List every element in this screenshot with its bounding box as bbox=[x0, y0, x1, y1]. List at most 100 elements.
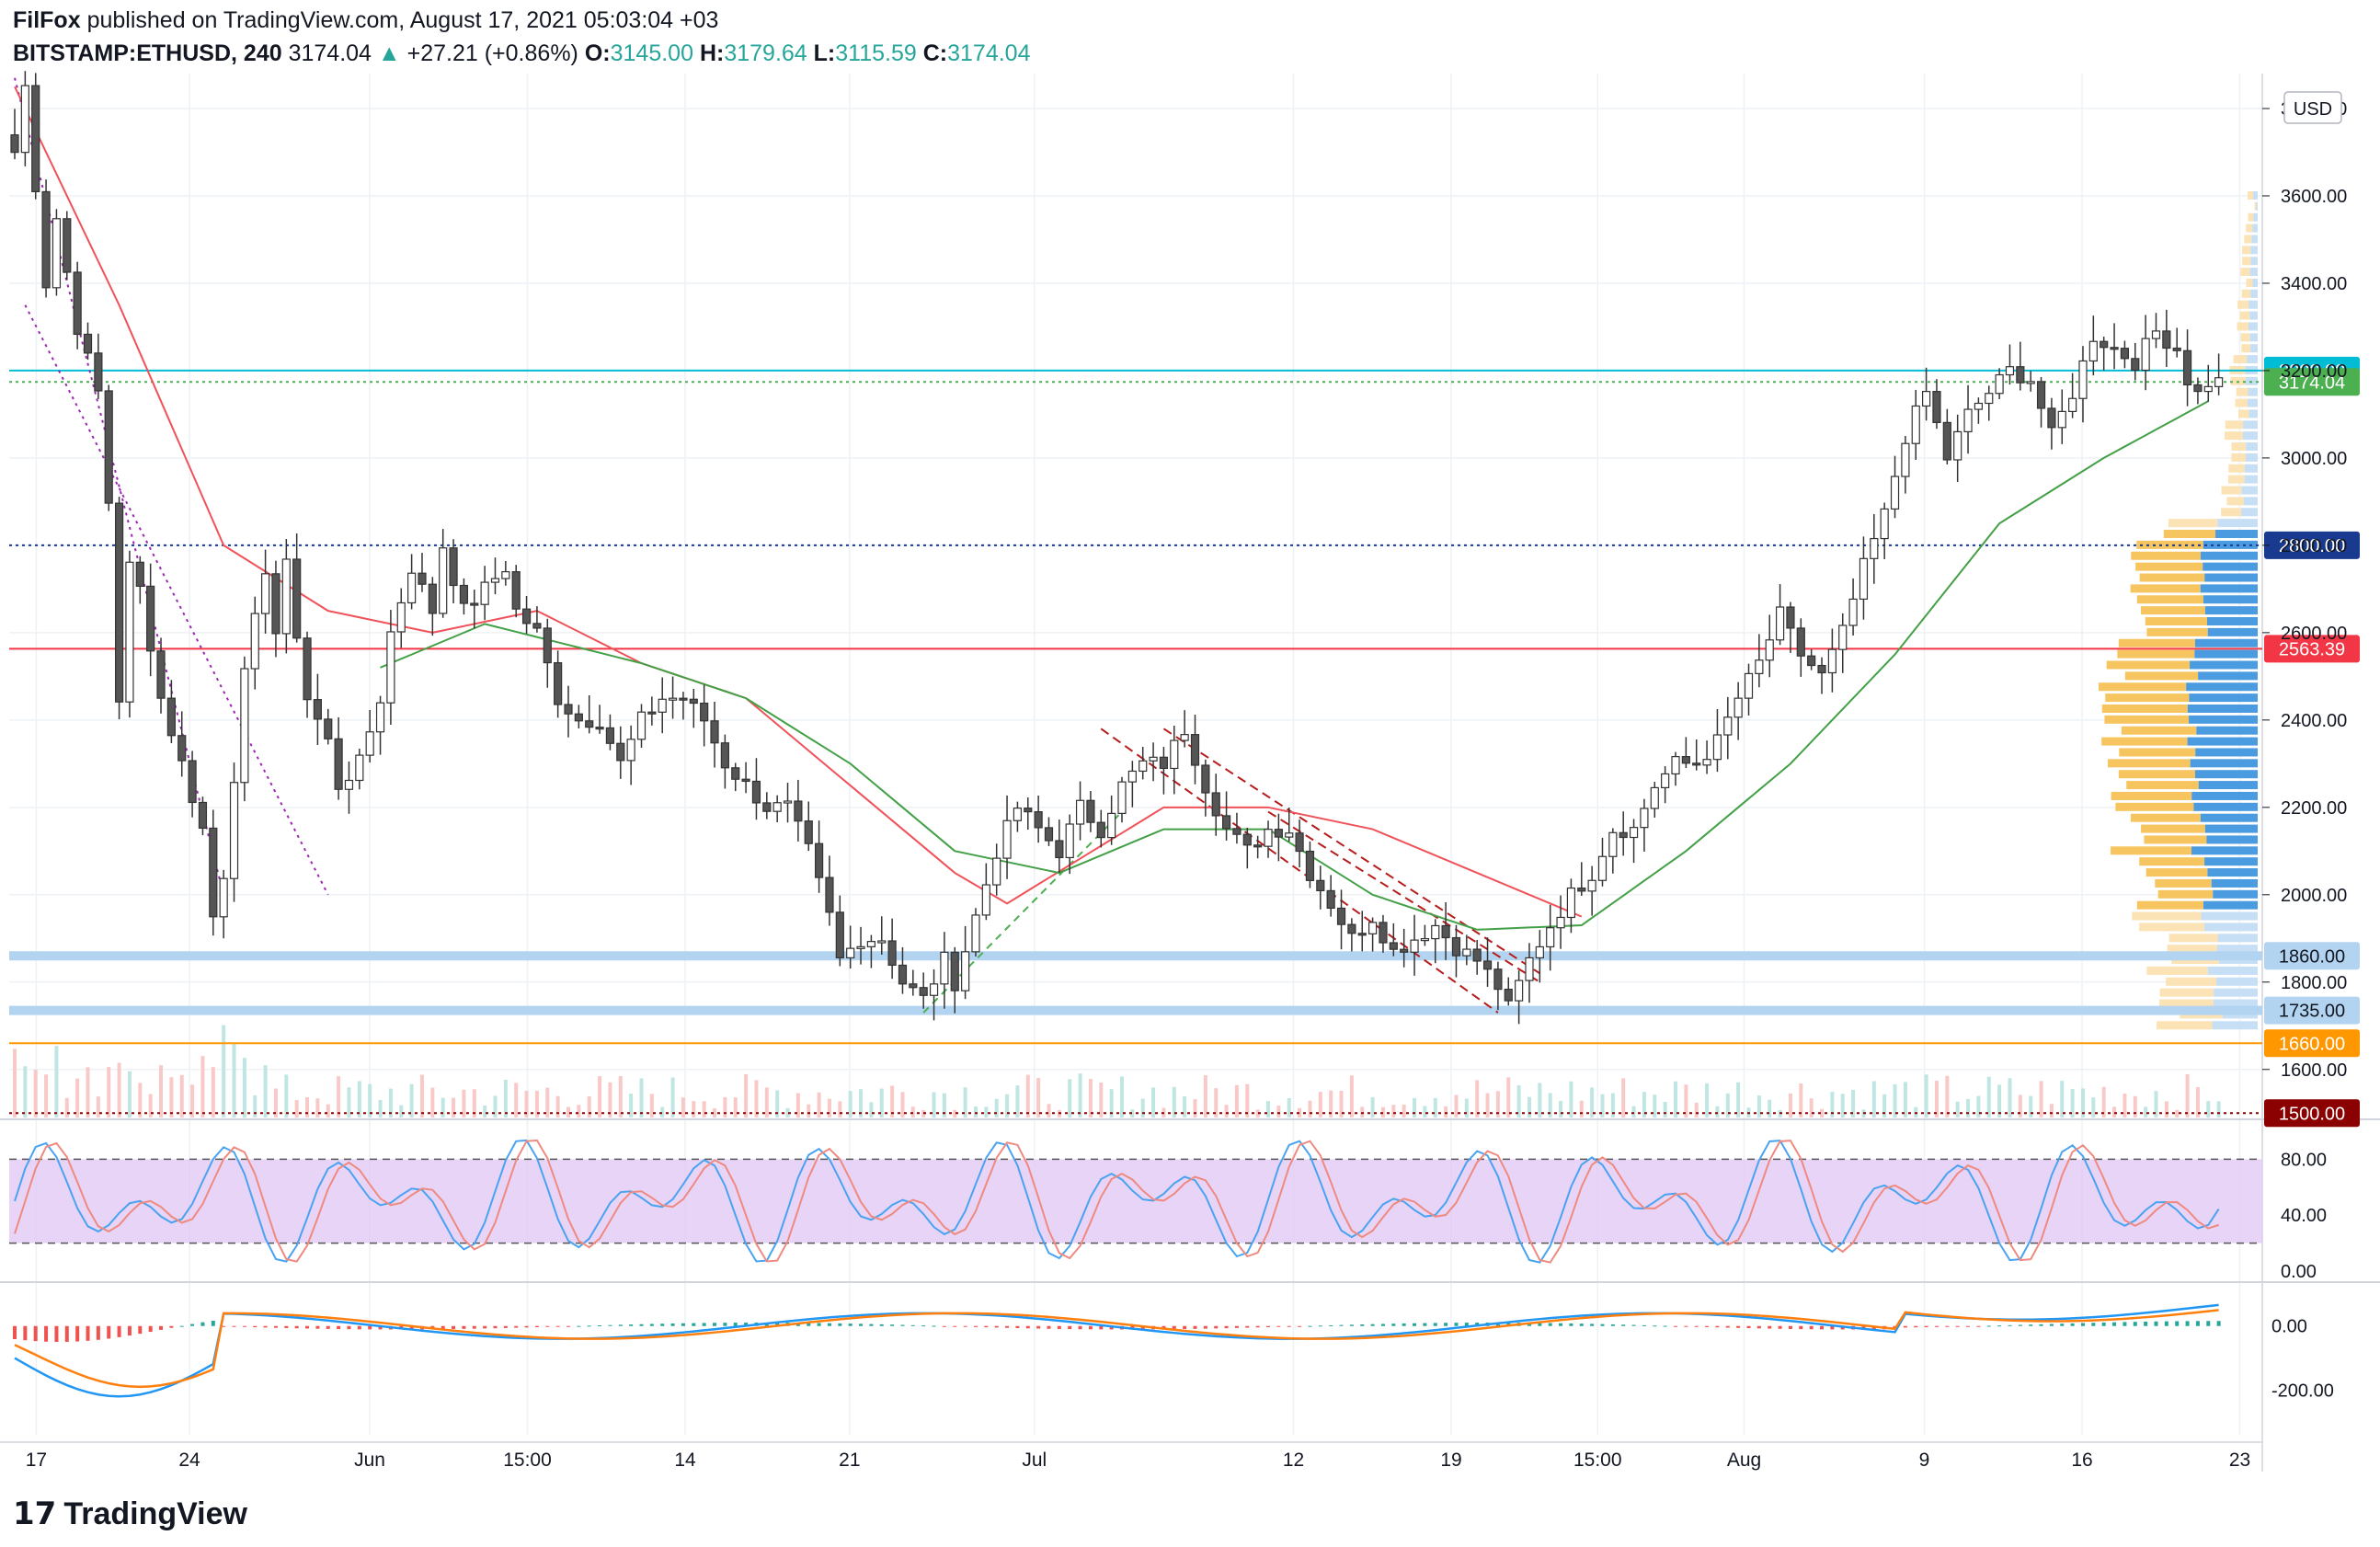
candle-body bbox=[532, 623, 542, 629]
volume-bar bbox=[1893, 1083, 1897, 1117]
macd-histogram-bar bbox=[1203, 1325, 1207, 1329]
symbol-label[interactable]: BITSTAMP:ETHUSD, 240 bbox=[13, 40, 282, 66]
volume-profile-bar bbox=[2256, 201, 2258, 211]
volume-bar bbox=[357, 1081, 361, 1117]
volume-bar bbox=[242, 1058, 246, 1117]
up-arrow-icon: ▲ bbox=[377, 40, 401, 66]
currency-button-label[interactable]: USD bbox=[2294, 99, 2332, 120]
volume-profile-bar bbox=[2189, 693, 2258, 703]
macd-histogram-bar bbox=[33, 1325, 38, 1342]
price-axis[interactable]: 3800.003600.003400.003200.003000.002800.… bbox=[2262, 99, 2347, 1401]
volume-bar bbox=[399, 1105, 404, 1117]
volume-bar bbox=[1444, 1106, 1448, 1117]
macd-histogram-bar bbox=[2133, 1322, 2137, 1326]
candle-body bbox=[1180, 734, 1189, 741]
volume-bar bbox=[1433, 1097, 1437, 1117]
volume-bar bbox=[890, 1085, 895, 1117]
volume-profile-bar bbox=[2253, 190, 2258, 200]
macd-histogram-bar bbox=[483, 1325, 487, 1329]
time-axis[interactable]: 17 24 Jun 15:00 14 21 Jul 12 19 15:00 Aug 9 16 23 bbox=[26, 1450, 2250, 1471]
volume-profile-bar bbox=[2135, 562, 2203, 571]
volume-bar bbox=[1736, 1082, 1741, 1117]
volume-profile bbox=[2099, 190, 2258, 1030]
horizontal-levels[interactable]: 3200.003174.04 2800.00 2563.39 1860.00 1735.… bbox=[9, 356, 2360, 1128]
open-value: 3145.00 bbox=[610, 40, 693, 66]
volume-profile-bar bbox=[2250, 246, 2258, 255]
volume-profile-bar bbox=[2242, 431, 2258, 441]
candle-body bbox=[971, 914, 980, 953]
volume-bar bbox=[1559, 1100, 1563, 1117]
macd-histogram-bar bbox=[1402, 1323, 1406, 1326]
volume-bar bbox=[859, 1089, 864, 1117]
volume-bar bbox=[2049, 1104, 2054, 1117]
level-price-tag bbox=[2264, 531, 2360, 559]
volume-bar bbox=[1015, 1085, 1020, 1117]
candle-body bbox=[1650, 786, 1659, 809]
macd-histogram-bar bbox=[2185, 1321, 2190, 1326]
volume-bar bbox=[2216, 1101, 2221, 1117]
volume-bar bbox=[1047, 1104, 1051, 1117]
candle-body bbox=[835, 911, 844, 958]
trendline bbox=[922, 810, 1123, 1014]
macd-histogram-bar bbox=[618, 1324, 623, 1326]
volume-bar bbox=[1642, 1092, 1646, 1117]
volume-bar bbox=[900, 1092, 905, 1117]
macd-histogram-bar bbox=[1287, 1325, 1291, 1327]
candle-body bbox=[679, 697, 688, 701]
candle-body bbox=[1242, 833, 1252, 846]
candle-body bbox=[156, 650, 166, 699]
last-price: 3174.04 bbox=[288, 40, 372, 66]
volume-bar bbox=[1966, 1098, 1971, 1117]
candle-body bbox=[1253, 844, 1263, 848]
volume-bar bbox=[1799, 1083, 1803, 1117]
volume-bar bbox=[2070, 1089, 2075, 1117]
macd-histogram-bar bbox=[1360, 1324, 1365, 1326]
candle-body bbox=[1431, 924, 1440, 940]
volume-profile-bar bbox=[2204, 922, 2258, 932]
volume-profile-bar bbox=[2244, 235, 2252, 244]
level-price-label: 2563.39 bbox=[2279, 639, 2345, 659]
candle-body bbox=[1796, 627, 1805, 657]
volume-profile-bar bbox=[2159, 999, 2214, 1008]
volume-bar bbox=[1245, 1083, 1250, 1117]
volume-profile-bar bbox=[2247, 355, 2258, 364]
candle-body bbox=[313, 699, 322, 720]
tradingview-logo[interactable]: 17 TradingView bbox=[13, 1495, 247, 1532]
volume-bar bbox=[1140, 1098, 1145, 1117]
candle-body bbox=[1201, 764, 1210, 794]
macd-histogram-bar bbox=[608, 1324, 612, 1326]
volume-bar bbox=[1193, 1099, 1197, 1117]
price-change: +27.21 (+0.86%) bbox=[406, 40, 578, 66]
currency-button-box[interactable] bbox=[2283, 91, 2342, 124]
macd-histogram-bar bbox=[1746, 1325, 1751, 1329]
candle-body bbox=[1870, 537, 1879, 559]
volume-profile-bar bbox=[2194, 649, 2258, 659]
macd-line bbox=[14, 1303, 2219, 1398]
volume-bar bbox=[733, 1097, 738, 1117]
volume-profile-bar bbox=[2200, 813, 2258, 822]
volume-profile-bar bbox=[2132, 911, 2202, 921]
candle-body bbox=[1389, 942, 1398, 950]
candle-body bbox=[1775, 606, 1785, 641]
macd-histogram-bar bbox=[681, 1323, 685, 1326]
candle-body bbox=[355, 754, 364, 782]
macd-histogram-bar bbox=[1778, 1325, 1782, 1329]
macd-histogram-bar bbox=[1068, 1325, 1072, 1330]
candle-body bbox=[219, 877, 228, 918]
macd-histogram-bar bbox=[1538, 1323, 1542, 1326]
candle-body bbox=[1368, 922, 1378, 934]
volume-profile-bar bbox=[2194, 638, 2258, 647]
macd-histogram-bar bbox=[503, 1325, 508, 1328]
volume-profile-bar bbox=[2121, 726, 2197, 735]
price-tick-label: 2800.00 bbox=[2281, 536, 2347, 556]
candle-body bbox=[31, 85, 40, 193]
macd-histogram-bar bbox=[775, 1323, 780, 1326]
candle-body bbox=[1671, 756, 1680, 775]
author-name[interactable]: FilFox bbox=[13, 7, 81, 33]
candle-body bbox=[177, 735, 187, 762]
currency-button[interactable]: USD bbox=[2283, 91, 2342, 124]
volume-bar bbox=[577, 1105, 581, 1117]
macd-histogram-bar bbox=[1308, 1325, 1312, 1327]
candle-body bbox=[1640, 808, 1649, 829]
